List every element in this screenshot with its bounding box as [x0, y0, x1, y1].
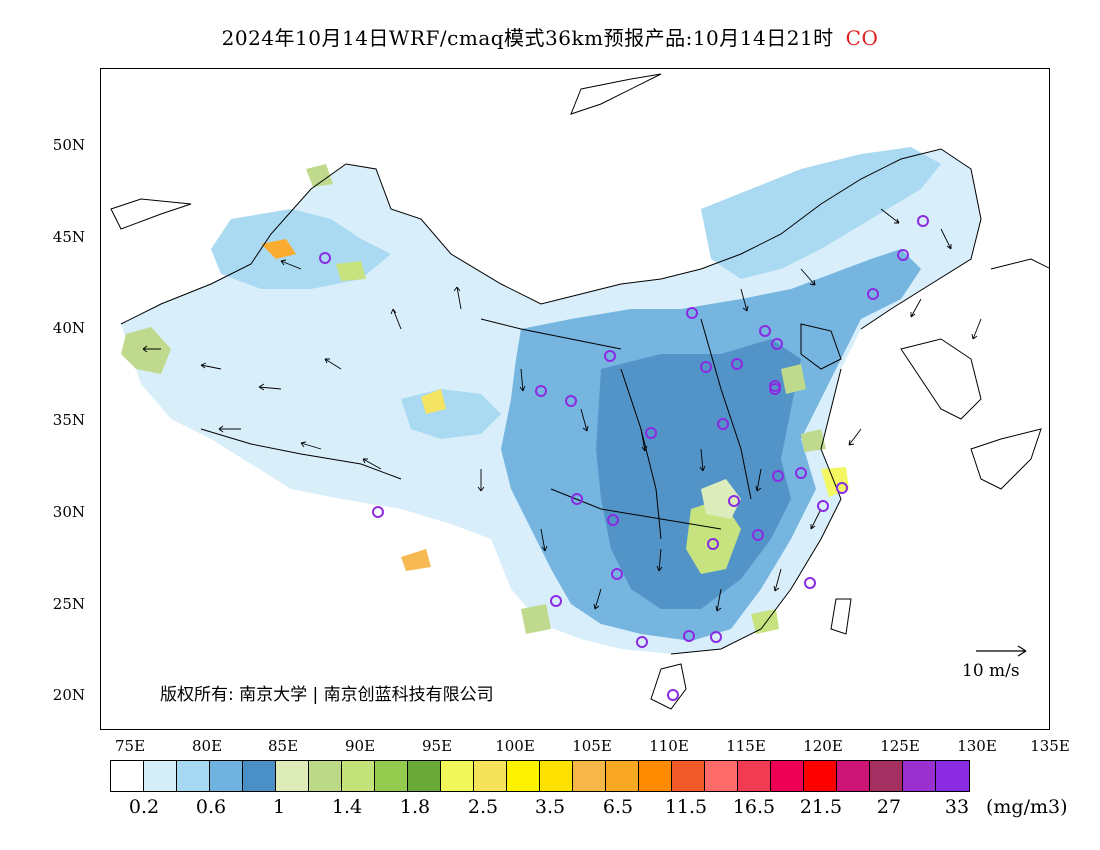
map-canvas [110, 73, 1049, 710]
colorbar-cell [540, 761, 573, 791]
map-title: 2024年10月14日WRF/cmaq模式36km预报产品:10月14日21时 C… [0, 22, 1100, 51]
map-frame [100, 68, 1050, 730]
colorbar-cell [177, 761, 210, 791]
colorbar-cell [606, 761, 639, 791]
colorbar-cell [639, 761, 672, 791]
lat-label-20n: 20N [52, 686, 85, 704]
colorbar-cell [738, 761, 771, 791]
colorbar-label-21-5: 21.5 [799, 796, 843, 818]
colorbar-cell [408, 761, 441, 791]
colorbar [110, 760, 970, 792]
colorbar-cell [870, 761, 903, 791]
lat-label-50n: 50N [52, 136, 85, 154]
colorbar-cell [342, 761, 375, 791]
colorbar-cell [111, 761, 144, 791]
lon-label-95e: 95E [421, 737, 453, 755]
copyright-notice: 版权所有: 南京大学 | 南京创蓝科技有限公司 [160, 685, 494, 705]
lat-label-45n: 45N [52, 228, 85, 246]
colorbar-cell [705, 761, 738, 791]
lat-label-30n: 30N [52, 503, 85, 521]
concentration-field [121, 147, 981, 654]
colorbar-cell [672, 761, 705, 791]
lon-label-110e: 110E [649, 737, 689, 755]
lat-label-25n: 25N [52, 595, 85, 613]
colorbar-label-33: 33 [944, 796, 970, 818]
colorbar-label-11-5: 11.5 [664, 796, 708, 818]
colorbar-label-1-8: 1.8 [399, 796, 431, 818]
colorbar-cell [144, 761, 177, 791]
lon-label-105e: 105E [572, 737, 612, 755]
lon-label-125e: 125E [880, 737, 920, 755]
colorbar-cell [474, 761, 507, 791]
lon-label-130e: 130E [957, 737, 997, 755]
wind-reference-arrow [976, 645, 1027, 657]
colorbar-cell [837, 761, 870, 791]
colorbar-label-27: 27 [876, 796, 902, 818]
colorbar-label-6-5: 6.5 [602, 796, 634, 818]
colorbar-label-2-5: 2.5 [467, 796, 499, 818]
lon-label-80e: 80E [191, 737, 223, 755]
colorbar-label-0-6: 0.6 [195, 796, 227, 818]
colorbar-cell [441, 761, 474, 791]
lon-label-75e: 75E [114, 737, 146, 755]
colorbar-label-1-4: 1.4 [331, 796, 363, 818]
boundaries [110, 73, 1049, 710]
colorbar-cell [573, 761, 606, 791]
colorbar-cell [210, 761, 243, 791]
lat-label-40n: 40N [52, 319, 85, 337]
wind-reference-label: 10 m/s [962, 661, 1020, 681]
colorbar-cell [507, 761, 540, 791]
colorbar-label-0-2: 0.2 [128, 796, 160, 818]
title-text: 2024年10月14日WRF/cmaq模式36km预报产品:10月14日21时 [221, 26, 834, 50]
colorbar-cell [375, 761, 408, 791]
colorbar-cell [771, 761, 804, 791]
wind-vectors [142, 208, 982, 612]
lon-label-85e: 85E [267, 737, 299, 755]
pollutant-species: CO [845, 26, 879, 50]
colorbar-cell [903, 761, 936, 791]
lon-label-135e: 135E [1030, 737, 1070, 755]
lat-label-35n: 35N [52, 411, 85, 429]
colorbar-label-3-5: 3.5 [534, 796, 566, 818]
colorbar-unit: (mg/m3) [986, 796, 1068, 818]
colorbar-cell [276, 761, 309, 791]
colorbar-label-16-5: 16.5 [732, 796, 776, 818]
colorbar-cell [309, 761, 342, 791]
lon-label-100e: 100E [495, 737, 535, 755]
station-markers [319, 215, 929, 701]
lon-label-120e: 120E [803, 737, 843, 755]
colorbar-cell [243, 761, 276, 791]
lon-label-115e: 115E [726, 737, 766, 755]
colorbar-cell [936, 761, 969, 791]
lon-label-90e: 90E [344, 737, 376, 755]
colorbar-label-1: 1 [272, 796, 286, 818]
colorbar-cell [804, 761, 837, 791]
